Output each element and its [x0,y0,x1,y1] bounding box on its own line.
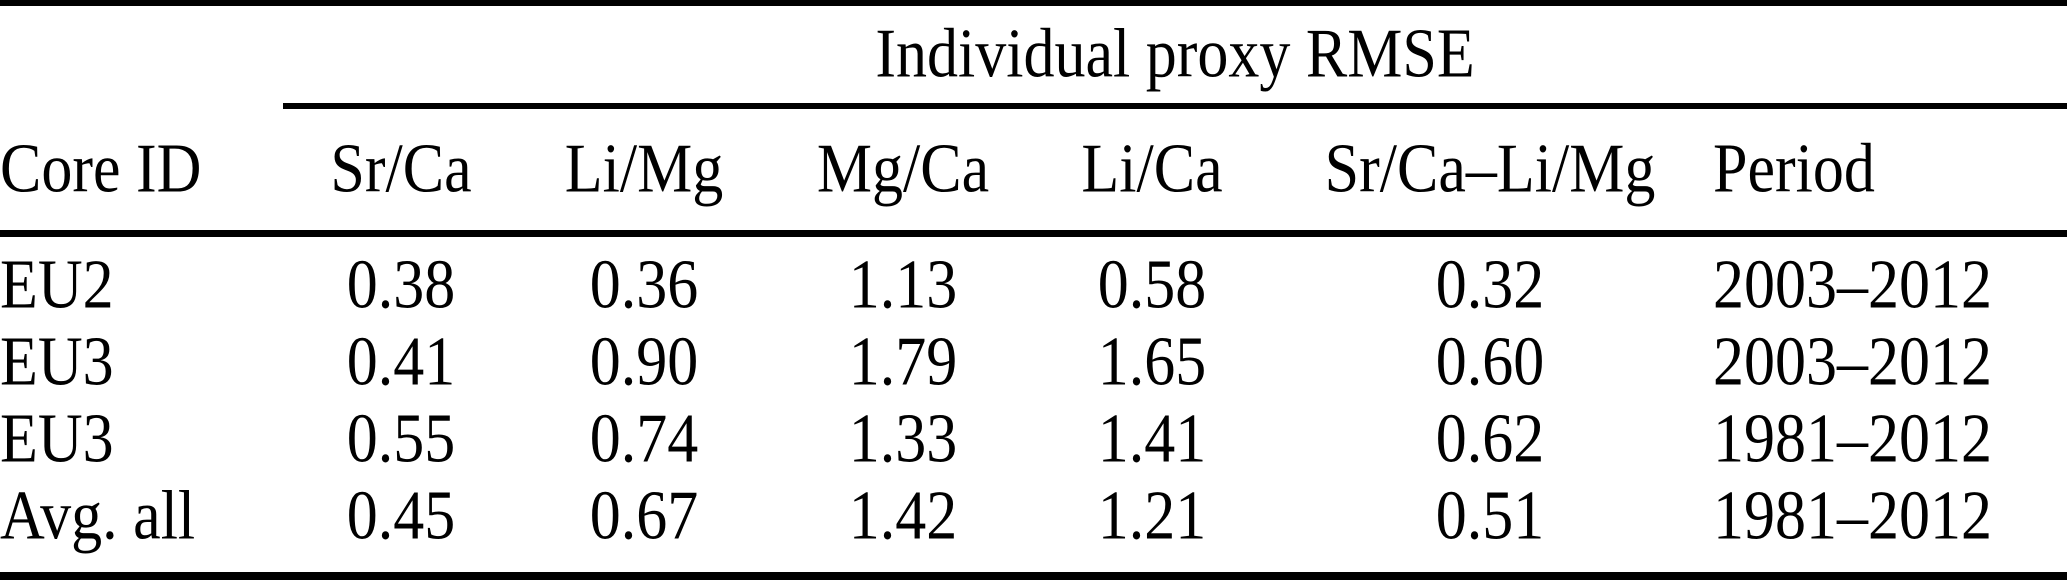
cell-li-ca: 1.41 [1037,401,1267,478]
cell-core-id-value: EU2 [0,246,114,324]
cell-mg-ca: 1.13 [769,237,1037,324]
cell-li-mg: 0.74 [519,401,769,478]
cell-sr-ca-li-mg-value: 0.62 [1435,400,1545,478]
cell-sr-ca: 0.41 [283,324,519,401]
cell-period-value: 1981–2012 [1713,477,1992,555]
table-row: Avg. all 0.45 0.67 1.42 1.21 0.51 1981–2… [0,478,2067,572]
cell-sr-ca-li-mg: 0.51 [1267,478,1713,572]
cell-li-mg-value: 0.74 [589,400,699,478]
cell-mg-ca-value: 1.79 [848,323,958,401]
cell-li-ca-value: 1.65 [1097,323,1207,401]
cell-li-mg: 0.36 [519,237,769,324]
cell-li-mg: 0.67 [519,478,769,572]
span-header-row: Individual proxy RMSE [0,6,2067,109]
cell-sr-ca-li-mg-value: 0.51 [1435,477,1545,555]
cell-period-value: 1981–2012 [1713,400,1992,478]
cell-period: 1981–2012 [1713,478,2067,572]
cell-li-ca: 1.21 [1037,478,1267,572]
cell-sr-ca-li-mg: 0.62 [1267,401,1713,478]
cell-core-id: EU3 [0,324,283,401]
table-row: EU3 0.55 0.74 1.33 1.41 0.62 1981–2012 [0,401,2067,478]
table-row: EU3 0.41 0.90 1.79 1.65 0.60 2003–2012 [0,324,2067,401]
cell-sr-ca-li-mg-value: 0.60 [1435,323,1545,401]
cell-period-value: 2003–2012 [1713,246,1992,324]
cell-sr-ca: 0.55 [283,401,519,478]
col-header-period: Period [1713,109,2067,237]
cell-sr-ca: 0.38 [283,237,519,324]
col-header-mg-ca: Mg/Ca [769,109,1037,237]
cell-mg-ca: 1.79 [769,324,1037,401]
cell-li-mg-value: 0.90 [589,323,699,401]
cell-sr-ca-value: 0.55 [346,400,456,478]
cell-core-id: EU3 [0,401,283,478]
col-header-period-label: Period [1713,130,1875,208]
cell-sr-ca-value: 0.45 [346,477,456,555]
cell-sr-ca-li-mg-value: 0.32 [1435,246,1545,324]
span-header-spacer-cell [0,6,283,109]
table-row: EU2 0.38 0.36 1.13 0.58 0.32 2003–2012 [0,237,2067,324]
cell-sr-ca-value: 0.41 [346,323,456,401]
cell-sr-ca-li-mg: 0.32 [1267,237,1713,324]
cell-li-mg-value: 0.67 [589,477,699,555]
cell-mg-ca: 1.33 [769,401,1037,478]
cell-li-ca-value: 0.58 [1097,246,1207,324]
col-header-core-id-label: Core ID [0,130,202,208]
cell-core-id-value: EU3 [0,400,114,478]
cell-li-ca-value: 1.41 [1097,400,1207,478]
cell-li-ca-value: 1.21 [1097,477,1207,555]
column-header-row: Core ID Sr/Ca Li/Mg Mg/Ca Li/Ca Sr/Ca–Li… [0,109,2067,237]
col-header-li-ca: Li/Ca [1037,109,1267,237]
cell-period: 1981–2012 [1713,401,2067,478]
cell-period-value: 2003–2012 [1713,323,1992,401]
col-header-sr-ca-label: Sr/Ca [330,130,472,208]
cell-core-id-value: EU3 [0,323,114,401]
span-header-label: Individual proxy RMSE [875,15,1475,93]
col-header-sr-ca-li-mg-label: Sr/Ca–Li/Mg [1324,130,1656,208]
cell-li-mg: 0.90 [519,324,769,401]
col-header-li-mg-label: Li/Mg [564,130,724,208]
col-header-sr-ca-li-mg: Sr/Ca–Li/Mg [1267,109,1713,237]
cell-sr-ca-value: 0.38 [346,246,456,324]
col-header-li-ca-label: Li/Ca [1081,130,1223,208]
cell-sr-ca-li-mg: 0.60 [1267,324,1713,401]
cell-sr-ca: 0.45 [283,478,519,572]
cell-period: 2003–2012 [1713,324,2067,401]
cell-mg-ca: 1.42 [769,478,1037,572]
col-header-mg-ca-label: Mg/Ca [816,130,990,208]
cell-mg-ca-value: 1.13 [848,246,958,324]
cell-mg-ca-value: 1.33 [848,400,958,478]
cell-mg-ca-value: 1.42 [848,477,958,555]
cell-li-mg-value: 0.36 [589,246,699,324]
span-header-cell: Individual proxy RMSE [283,6,2067,109]
col-header-li-mg: Li/Mg [519,109,769,237]
cell-period: 2003–2012 [1713,237,2067,324]
col-header-core-id: Core ID [0,109,283,237]
col-header-sr-ca: Sr/Ca [283,109,519,237]
cell-li-ca: 0.58 [1037,237,1267,324]
cell-li-ca: 1.65 [1037,324,1267,401]
cell-core-id-value: Avg. all [0,477,196,555]
cell-core-id: Avg. all [0,478,283,572]
cell-core-id: EU2 [0,237,283,324]
